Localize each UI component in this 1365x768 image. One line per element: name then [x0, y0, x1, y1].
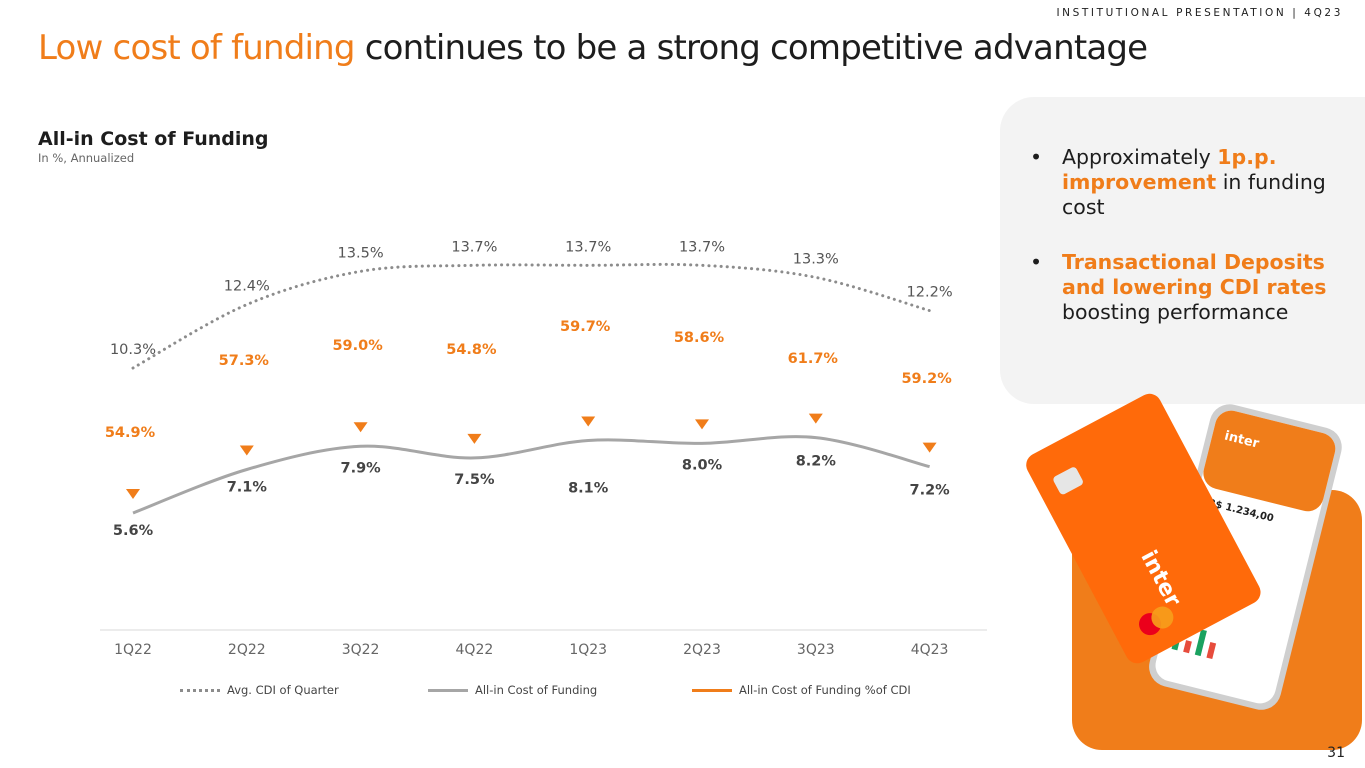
bullet-dot: • — [1030, 250, 1043, 274]
cost-data-label: 5.6% — [113, 523, 154, 539]
legend-swatch-dotted — [180, 688, 220, 692]
inter-card-and-phone-image: inter R$ 1.234,00 inter — [1026, 393, 1362, 750]
legend-item-cost: All-in Cost of Funding — [428, 683, 597, 697]
cdi-data-label: 10.3% — [110, 342, 156, 358]
cost-data-label: 8.0% — [682, 457, 723, 473]
arrow-head-icon — [126, 489, 140, 499]
cdi-data-label: 13.7% — [451, 239, 497, 255]
legend-item-cdi: Avg. CDI of Quarter — [180, 683, 339, 697]
chart-legend: Avg. CDI of Quarter All-in Cost of Fundi… — [0, 683, 1000, 703]
percent-of-cdi-label: 57.3% — [219, 353, 270, 369]
x-tick-label: 3Q23 — [797, 642, 835, 658]
percent-of-cdi-label: 59.0% — [332, 338, 383, 354]
highlight-text: boosting performance — [1062, 300, 1289, 324]
chart-subtitle: In %, Annualized — [38, 151, 135, 165]
cdi-series-line — [131, 262, 932, 370]
chart-title: All-in Cost of Funding — [38, 128, 269, 150]
cdi-data-label: 12.4% — [224, 279, 270, 295]
page-title: Low cost of funding continues to be a st… — [38, 28, 1148, 68]
x-tick-label: 2Q23 — [683, 642, 721, 658]
title-rest: continues to be a strong competitive adv… — [354, 28, 1148, 68]
legend-label: Avg. CDI of Quarter — [227, 683, 339, 697]
cost-of-funding-chart: 1Q22 10.3% 5.6% 54.9% 2Q22 12.4% 7.1% 57.3% 3Q22… — [100, 239, 987, 658]
arrow-head-icon — [581, 416, 596, 427]
arrow-head-icon — [808, 413, 823, 424]
percent-of-cdi-label: 54.8% — [446, 342, 497, 358]
x-tick-label: 1Q22 — [114, 642, 152, 658]
page-number: 31 — [1327, 745, 1345, 761]
x-tick-label: 3Q22 — [342, 642, 380, 658]
highlight-text: Approximately — [1062, 145, 1218, 169]
arrow-head-icon — [353, 422, 368, 433]
presentation-tag: INSTITUTIONAL PRESENTATION | 4Q23 — [1056, 7, 1343, 19]
legend-swatch-gray — [428, 688, 468, 692]
cdi-data-label: 13.5% — [338, 245, 384, 261]
highlight-item: • Transactional Deposits and lowering CD… — [1030, 250, 1350, 325]
x-tick-label: 4Q23 — [911, 642, 949, 658]
title-highlight: Low cost of funding — [38, 28, 356, 68]
percent-of-cdi-label: 59.7% — [560, 319, 611, 335]
cost-data-label: 7.1% — [227, 480, 268, 496]
cdi-data-label: 12.2% — [907, 285, 953, 301]
cdi-data-label: 13.3% — [793, 251, 839, 267]
cost-data-label: 8.2% — [796, 454, 837, 470]
x-tick-label: 1Q23 — [569, 642, 607, 658]
arrow-head-icon — [239, 445, 254, 456]
x-tick-label: 4Q22 — [456, 642, 494, 658]
cost-data-label: 7.9% — [340, 460, 381, 476]
legend-label: All-in Cost of Funding — [475, 683, 598, 697]
cdi-data-label: 13.7% — [679, 239, 725, 255]
cost-of-funding-series-line — [132, 435, 930, 515]
percent-of-cdi-label: 54.9% — [105, 425, 156, 441]
highlight-item: • Approximately 1p.p. improvement in fun… — [1030, 145, 1350, 220]
cost-data-label: 8.1% — [568, 481, 609, 497]
highlight-emphasis: 1p.p. improvement — [1062, 145, 1277, 194]
legend-item-pct: All-in Cost of Funding %of CDI — [692, 683, 911, 697]
percent-of-cdi-label: 59.2% — [901, 371, 952, 387]
credit-card: inter — [1026, 393, 1261, 664]
percent-of-cdi-label: 61.7% — [788, 351, 839, 367]
legend-swatch-orange — [692, 688, 732, 692]
highlights-list: • Approximately 1p.p. improvement in fun… — [1030, 145, 1350, 355]
cost-data-label: 7.2% — [909, 483, 950, 499]
cost-data-label: 7.5% — [454, 472, 495, 488]
cdi-data-label: 13.7% — [565, 239, 611, 255]
highlights-card — [1000, 97, 1365, 404]
arrow-head-icon — [467, 433, 482, 444]
highlight-text: in funding cost — [1062, 170, 1326, 219]
highlight-emphasis: Transactional Deposits and lowering CDI … — [1062, 250, 1327, 299]
bullet-dot: • — [1030, 145, 1043, 169]
percent-of-cdi-label: 58.6% — [674, 330, 725, 346]
arrow-head-icon — [922, 442, 937, 453]
legend-label: All-in Cost of Funding %of CDI — [739, 683, 911, 697]
arrow-head-icon — [695, 419, 709, 430]
x-tick-label: 2Q22 — [228, 642, 266, 658]
